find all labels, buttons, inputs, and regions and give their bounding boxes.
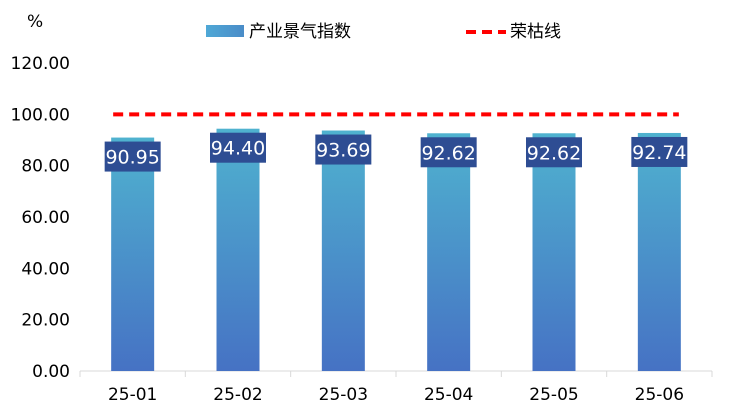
x-tick-label: 25-01	[108, 385, 157, 405]
bars	[111, 128, 681, 371]
data-label: 92.62	[421, 142, 475, 164]
data-label-box	[420, 137, 477, 168]
x-tick-label: 25-02	[213, 385, 262, 405]
y-tick-label: 60.00	[21, 208, 70, 228]
y-axis: 0.00 20.00 40.00 60.00 80.00 100.00 120.00	[11, 54, 70, 382]
bar	[216, 128, 260, 371]
x-tick-label: 25-06	[635, 385, 684, 405]
data-label-box	[315, 134, 372, 165]
x-tick-label: 25-03	[319, 385, 368, 405]
legend-label-line: 荣枯线	[510, 22, 561, 42]
x-tick-label: 25-04	[424, 385, 473, 405]
data-labels: 90.95 94.40 93.69 92.62 92.62 92.74	[104, 132, 688, 172]
legend: 产业景气指数 荣枯线	[206, 22, 561, 42]
y-tick-label: 40.00	[21, 259, 70, 279]
y-tick-label: 0.00	[32, 362, 70, 382]
data-label-box	[210, 132, 266, 163]
bar	[111, 137, 155, 371]
x-axis: 25-01 25-02 25-03 25-04 25-05 25-06	[79, 371, 713, 405]
y-axis-unit: %	[27, 12, 44, 32]
data-label-box	[526, 137, 582, 168]
data-label: 92.62	[527, 142, 581, 164]
data-label: 93.69	[316, 140, 370, 162]
legend-swatch-bar	[206, 25, 244, 37]
y-tick-label: 120.00	[11, 54, 70, 74]
bar	[321, 130, 365, 371]
y-tick-label: 20.00	[21, 311, 70, 331]
data-label-box	[104, 141, 161, 172]
y-tick-label: 100.00	[11, 105, 70, 125]
data-label-box	[631, 136, 688, 167]
bar	[532, 133, 576, 371]
data-label: 94.40	[211, 138, 265, 160]
bar	[637, 132, 681, 371]
legend-label-bar: 产业景气指数	[249, 22, 351, 42]
y-tick-label: 80.00	[21, 157, 70, 177]
x-tick-label: 25-05	[529, 385, 578, 405]
bar	[427, 133, 471, 371]
data-label: 90.95	[105, 147, 159, 169]
data-label: 92.74	[632, 142, 686, 164]
